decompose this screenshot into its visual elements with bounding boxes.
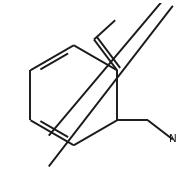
Text: N: N <box>169 134 177 144</box>
